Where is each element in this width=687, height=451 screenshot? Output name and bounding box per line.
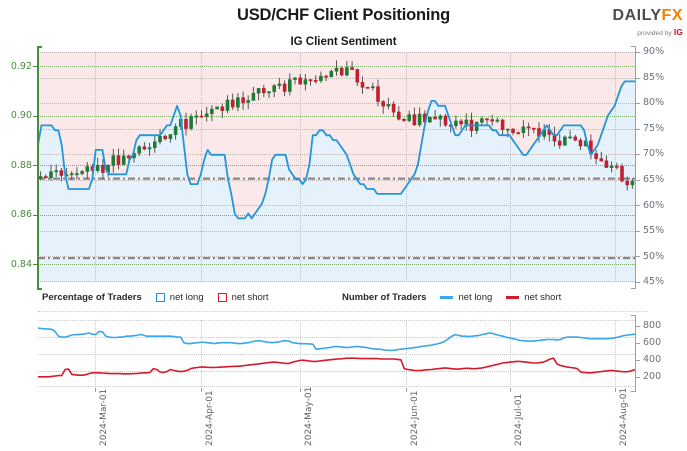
right-axis-line xyxy=(635,46,637,288)
price-sentiment-plot xyxy=(37,46,637,290)
xtick-label-mar: 2024-Mar-01 xyxy=(99,388,109,446)
chart-subtitle: IG Client Sentiment xyxy=(290,36,397,48)
xtick-label-jul: 2024-Jul-01 xyxy=(514,393,524,446)
net-long-swatch-icon xyxy=(155,293,165,302)
net-short-line-swatch-icon xyxy=(506,296,520,299)
candlestick-series xyxy=(38,60,635,191)
legend-item-pct-net-long[interactable]: net long xyxy=(155,292,204,303)
ytick-lower-600: 600 xyxy=(643,337,662,348)
left-axis-cap-bottom xyxy=(37,288,42,290)
reference-lines-svg xyxy=(38,177,635,260)
ytick-right-50: 50% xyxy=(643,250,665,262)
legend-label-pct-net-short: net short xyxy=(231,292,269,303)
logo-fx-text: FX xyxy=(661,7,683,24)
legend-group-number: Number of Traders net long net short xyxy=(342,292,561,303)
legend: Percentage of Traders net long net short… xyxy=(0,292,687,310)
ytick-right-75: 75% xyxy=(643,122,665,134)
left-axis-cap-top xyxy=(37,46,42,48)
xtick-label-jun: 2024-Jun-01 xyxy=(410,390,420,446)
legend-group-percentage: Percentage of Traders net long net short xyxy=(42,292,269,303)
logo-daily-text: DAILY xyxy=(612,7,662,24)
net-short-swatch-icon xyxy=(217,293,227,302)
num-net-short-line xyxy=(38,357,635,378)
ytick-right-60: 60% xyxy=(643,199,665,211)
ytick-left-092: 0.92 xyxy=(10,60,32,72)
net-long-line xyxy=(38,80,635,220)
lower-plot-background xyxy=(38,320,635,387)
xtick-label-may: 2024-May-01 xyxy=(304,386,314,446)
xtick-label-aug: 2024-Aug-01 xyxy=(619,387,629,446)
legend-item-num-net-long[interactable]: net long xyxy=(440,292,492,303)
trader-count-series-svg xyxy=(38,327,635,378)
xtick-label-apr: 2024-Apr-01 xyxy=(205,390,215,446)
num-net-long-line xyxy=(38,327,635,352)
ytick-left-088: 0.88 xyxy=(10,159,32,171)
legend-label-num-net-long: net long xyxy=(458,292,493,303)
legend-label-num-net-short: net short xyxy=(524,292,562,303)
legend-title-number: Number of Traders xyxy=(342,292,427,303)
ytick-lower-200: 200 xyxy=(643,370,662,382)
ytick-right-90: 90% xyxy=(643,46,665,58)
right-axis-cap-bottom xyxy=(631,288,636,290)
right-axis-cap-top xyxy=(631,46,636,48)
ytick-right-65: 65% xyxy=(643,173,665,185)
logo-wordmark: DAILYFX xyxy=(613,8,683,24)
dailyfx-logo: DAILYFX provided by IG xyxy=(613,8,683,38)
ytick-right-85: 85% xyxy=(643,71,665,83)
ytick-right-80: 80% xyxy=(643,97,665,109)
logo-provided-by: provided by IG xyxy=(613,28,683,38)
lower-right-axis-cap-bottom xyxy=(631,390,636,392)
ytick-left-084: 0.84 xyxy=(10,258,32,270)
ytick-right-55: 55% xyxy=(643,225,665,236)
legend-title-percentage: Percentage of Traders xyxy=(42,292,142,303)
trader-count-plot xyxy=(38,315,637,392)
lower-right-axis-cap-top xyxy=(631,315,636,317)
ytick-lower-400: 400 xyxy=(643,353,662,365)
legend-divider xyxy=(38,311,648,312)
page-title: USD/CHF Client Positioning xyxy=(237,6,450,24)
left-axis-line xyxy=(37,46,39,288)
ytick-left-086: 0.86 xyxy=(10,209,32,220)
ytick-right-70: 70% xyxy=(643,148,665,160)
lower-right-axis-line xyxy=(635,315,637,392)
ytick-right-45: 45% xyxy=(643,276,665,288)
legend-label-pct-net-long: net long xyxy=(169,292,204,303)
legend-item-pct-net-short[interactable]: net short xyxy=(217,292,269,303)
logo-provided-by-text: provided by xyxy=(637,30,672,37)
ytick-left-090: 0.90 xyxy=(10,110,32,121)
legend-item-num-net-short[interactable]: net short xyxy=(506,292,561,303)
logo-ig-text: IG xyxy=(673,27,683,37)
ytick-lower-800: 800 xyxy=(643,320,662,332)
net-long-line-swatch-icon xyxy=(440,296,454,299)
price-series-svg xyxy=(38,60,635,220)
